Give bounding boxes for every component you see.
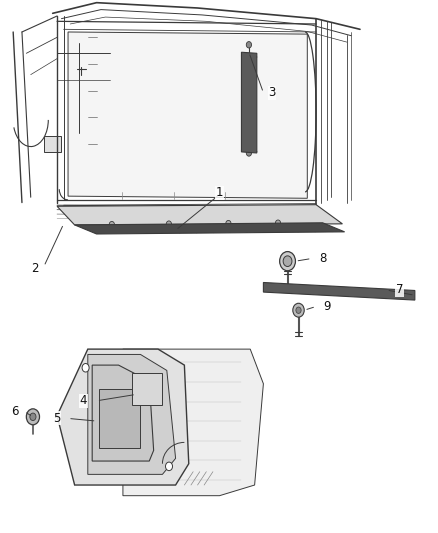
Circle shape	[166, 221, 171, 227]
Bar	[131, 373, 162, 405]
Circle shape	[225, 221, 230, 227]
Polygon shape	[88, 354, 175, 474]
Polygon shape	[123, 349, 263, 496]
Text: 4: 4	[79, 394, 87, 407]
Circle shape	[295, 307, 300, 313]
Circle shape	[275, 220, 280, 227]
Text: 8: 8	[318, 252, 325, 265]
Circle shape	[165, 462, 172, 471]
Text: 2: 2	[31, 262, 39, 274]
Text: 1: 1	[215, 187, 223, 199]
Text: 5: 5	[53, 412, 60, 425]
Text: 6: 6	[11, 405, 19, 418]
Circle shape	[292, 303, 304, 317]
Polygon shape	[57, 349, 188, 485]
Circle shape	[82, 364, 89, 372]
Circle shape	[30, 413, 36, 421]
Bar	[99, 389, 140, 448]
Circle shape	[246, 42, 251, 48]
Text: 9: 9	[322, 300, 330, 313]
Text: 3: 3	[268, 86, 275, 99]
Circle shape	[109, 221, 114, 228]
Polygon shape	[92, 365, 153, 461]
Text: 7: 7	[395, 284, 403, 296]
Polygon shape	[241, 52, 256, 153]
Circle shape	[283, 256, 291, 266]
Polygon shape	[263, 282, 414, 300]
Circle shape	[26, 409, 39, 425]
Polygon shape	[57, 205, 342, 225]
Bar	[44, 136, 61, 152]
Polygon shape	[68, 32, 307, 198]
Circle shape	[246, 150, 251, 156]
Polygon shape	[74, 223, 344, 234]
Circle shape	[279, 252, 295, 271]
